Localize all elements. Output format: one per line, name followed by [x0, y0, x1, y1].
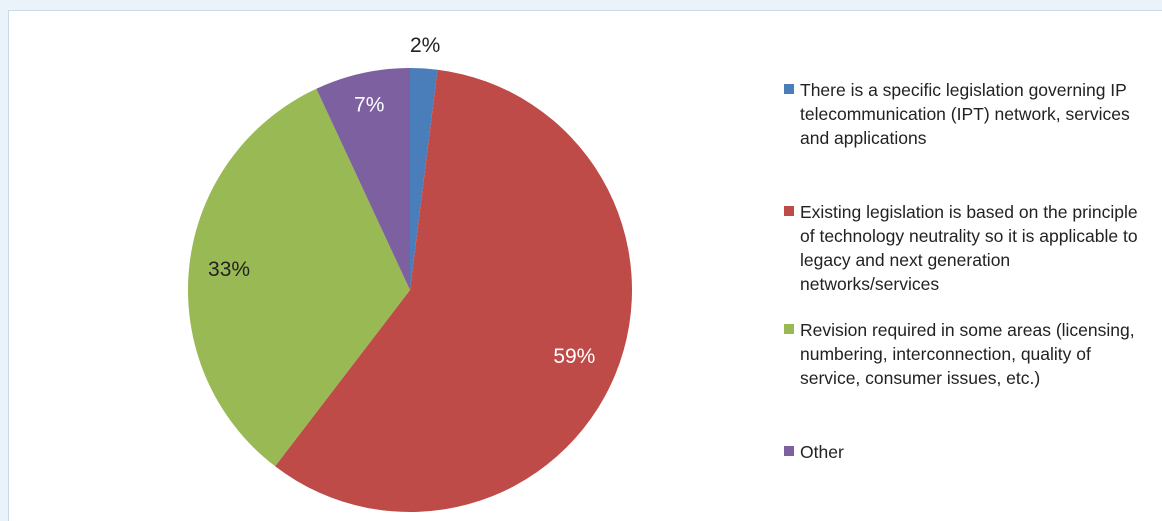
pie-slice [188, 88, 410, 467]
legend-label: Other [800, 442, 844, 462]
legend-swatch [784, 446, 794, 456]
legend-item: Revision required in some areas (licensi… [784, 318, 1144, 390]
legend-item: Other [784, 440, 1144, 464]
legend-label: Existing legislation is based on the pri… [800, 202, 1138, 294]
data-label: 59% [553, 345, 595, 368]
legend-swatch [784, 206, 794, 216]
legend-item: There is a specific legislation governin… [784, 78, 1144, 150]
legend-swatch [784, 324, 794, 334]
data-label: 7% [354, 93, 384, 116]
pie-slice [410, 68, 438, 290]
legend-swatch [784, 84, 794, 94]
legend-label: There is a specific legislation governin… [800, 80, 1130, 148]
data-label: 2% [410, 34, 440, 57]
legend-label: Revision required in some areas (licensi… [800, 320, 1135, 388]
legend-item: Existing legislation is based on the pri… [784, 200, 1144, 296]
pie-slice [316, 68, 410, 290]
pie-slice [275, 69, 633, 512]
data-label: 33% [208, 258, 250, 281]
